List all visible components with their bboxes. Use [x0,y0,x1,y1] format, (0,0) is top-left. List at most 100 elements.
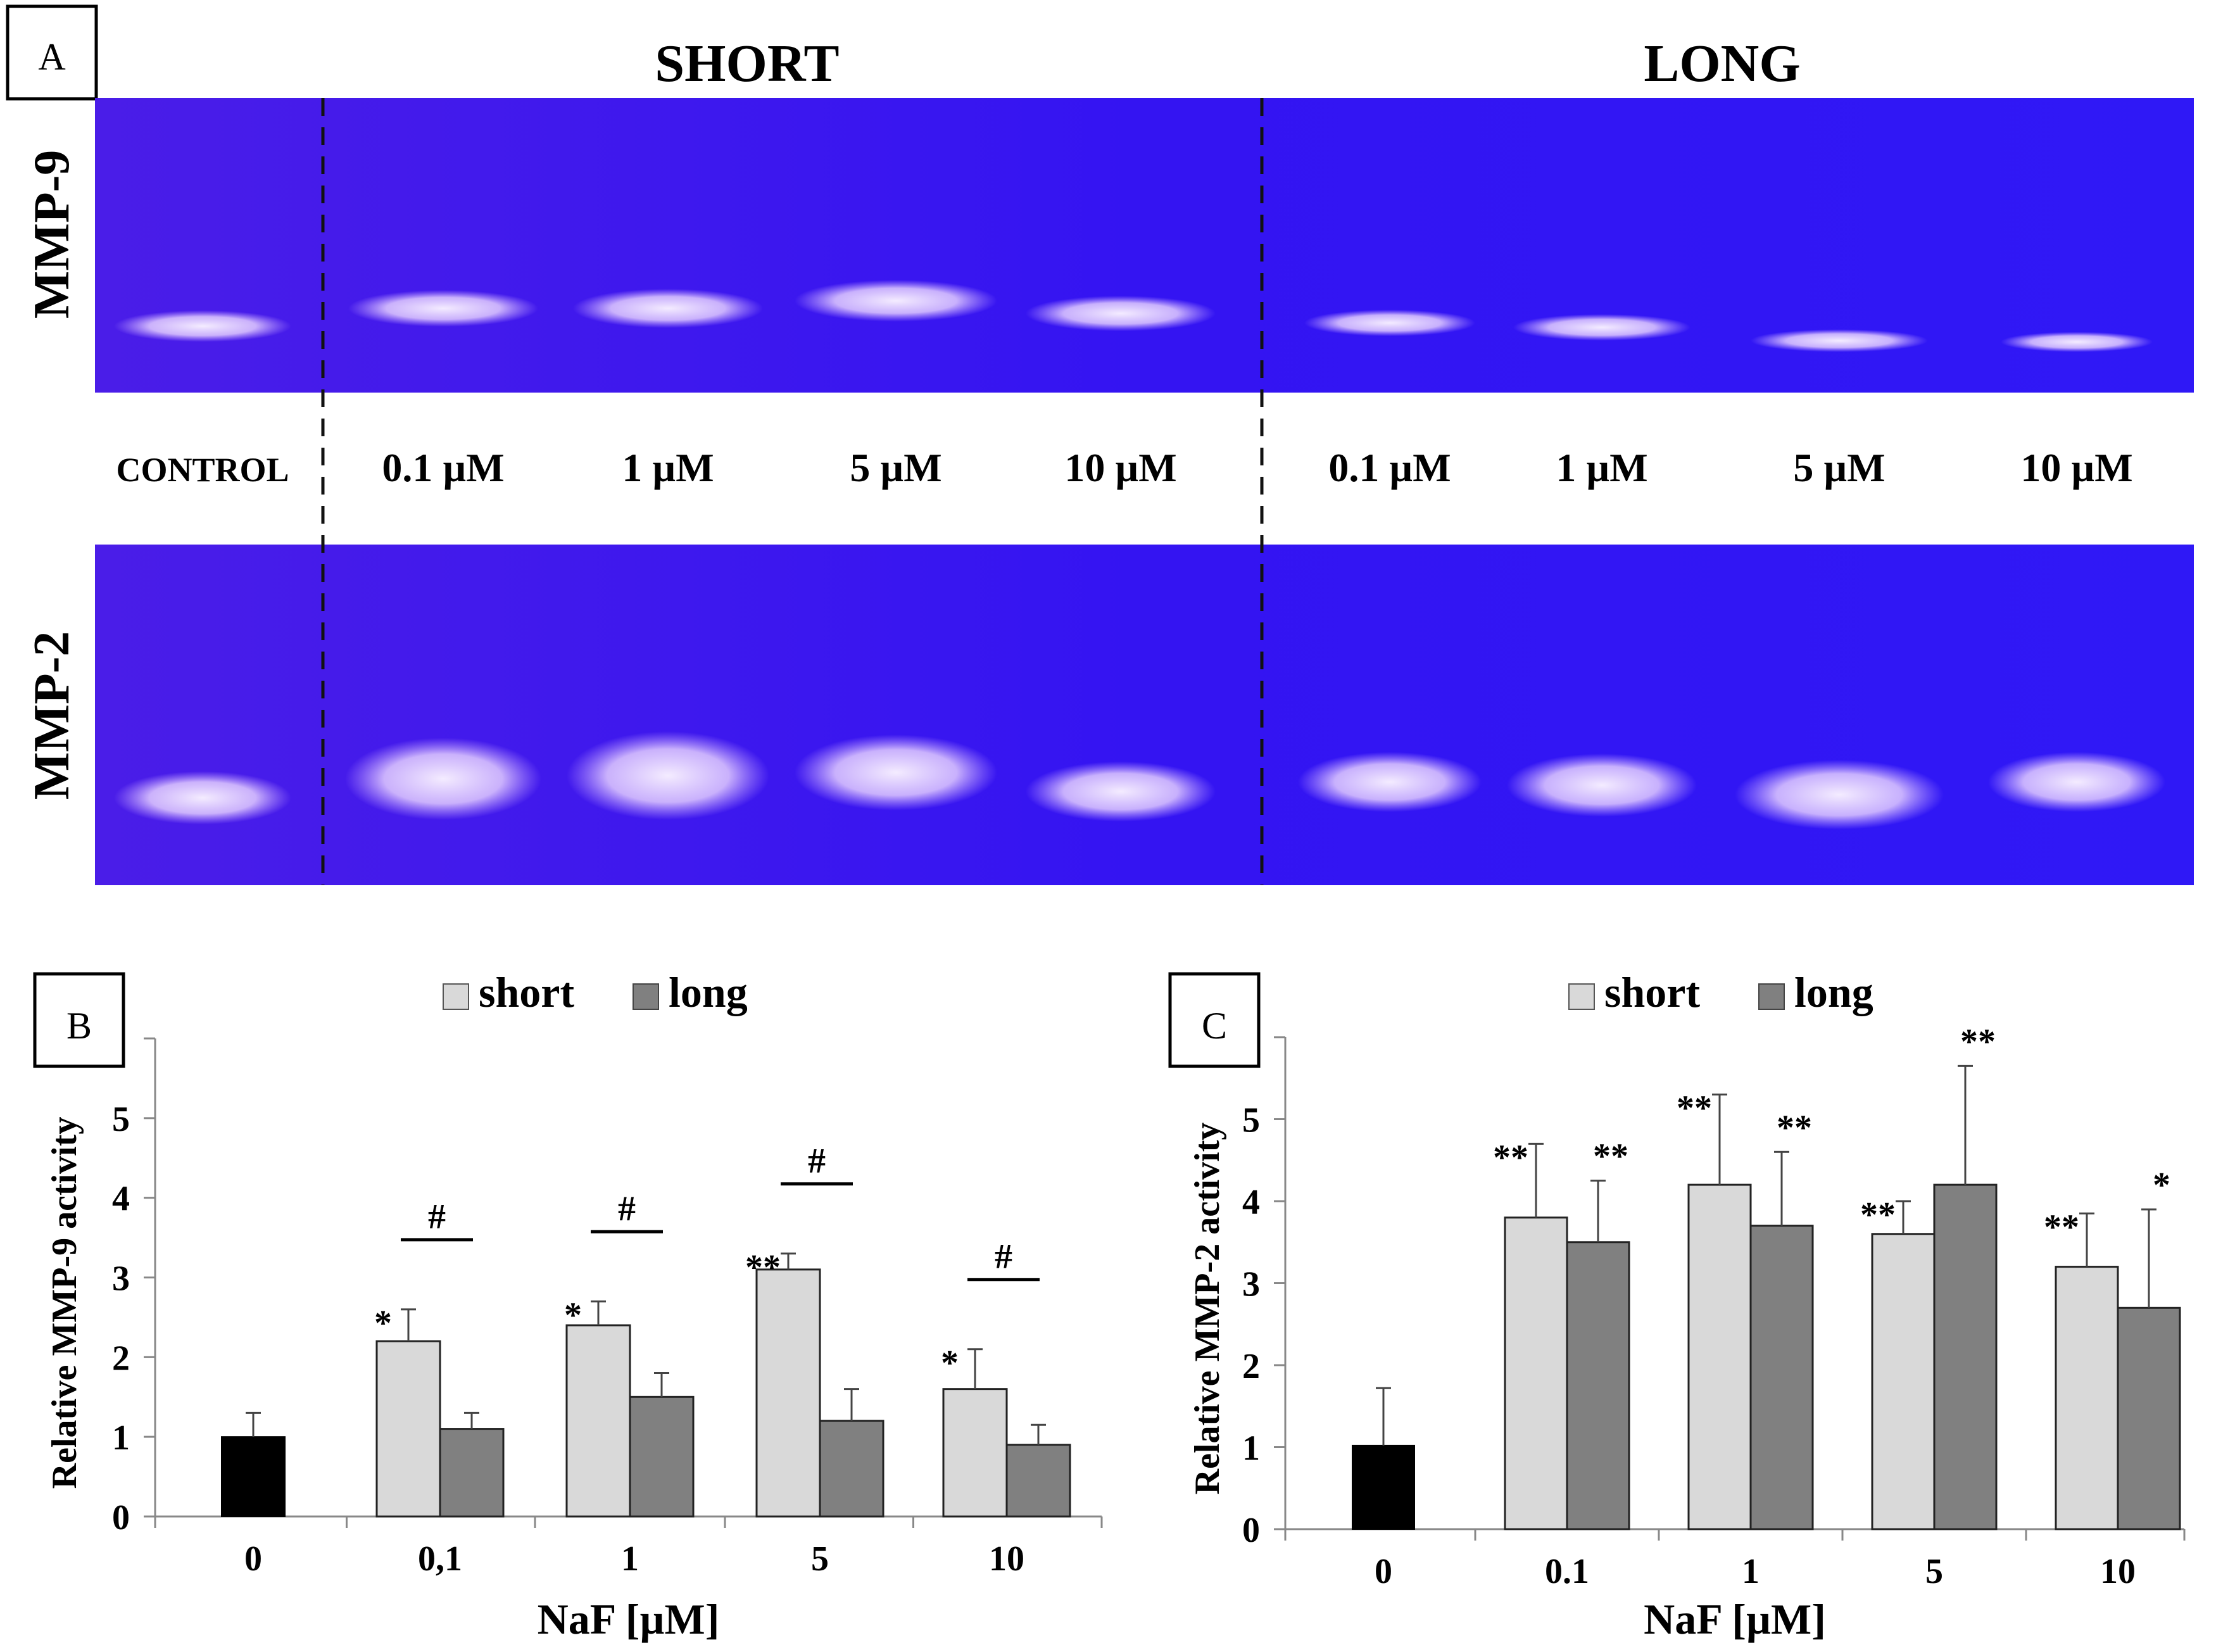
y-axis-label: Relative MMP-2 activity [1188,1123,1227,1495]
x-tick-label: 0,1 [418,1539,462,1579]
y-tick-label: 2 [1242,1347,1260,1386]
gel-band [348,290,538,327]
y-tick-label: 4 [1242,1183,1260,1222]
hash-mark: # [808,1142,826,1181]
bar-short [755,1268,821,1518]
y-tick-label: 3 [112,1259,130,1299]
gel-band [1507,753,1697,817]
legend-swatch-short [443,983,469,1010]
gel-band [1298,752,1482,812]
bar-long [1933,1183,1998,1530]
x-axis-label: NaF [µM] [1644,1595,1826,1643]
gel-band [1304,310,1475,336]
gel-band [114,771,291,824]
x-axis-label: NaF [µM] [538,1595,720,1643]
significance-mark: ** [1677,1089,1712,1128]
significance-mark: ** [1960,1022,1996,1061]
bands-mmp2 [114,731,2165,829]
significance-mark: * [941,1344,959,1383]
gel-band [1988,752,2165,812]
bar-long [439,1428,505,1518]
significance-mark: ** [2044,1207,2079,1247]
lane-label: 5 µM [850,445,941,490]
significance-mark: * [564,1296,582,1335]
bar-long [629,1396,695,1518]
x-tick-label: 1 [1742,1552,1760,1591]
x-tick-label: 5 [1925,1552,1943,1591]
bar-long [819,1420,885,1518]
panel-a-label: A [38,36,65,78]
x-tick-label: 0 [244,1539,262,1579]
gel-band [1513,314,1690,341]
x-tick-label: 1 [621,1539,639,1579]
panel-b-label-box [33,972,125,1068]
bar-short [2055,1266,2119,1530]
bar-short [1871,1233,1936,1530]
panel-c-label: C [1202,1005,1227,1047]
bar-short [942,1388,1008,1518]
legend-label-short: short [1604,968,1700,1016]
x-tick-label: 10 [989,1539,1024,1579]
legend-label-long: long [669,968,748,1016]
bar-long [1005,1444,1071,1518]
significance-mark: ** [1860,1195,1896,1235]
row-label-mmp2: MMP-2 [24,631,80,800]
bar-long [1749,1225,1814,1530]
lane-label: 1 µM [622,445,714,490]
x-tick-label: 5 [811,1539,829,1579]
hash-mark: # [428,1197,446,1237]
lane-label: 10 µM [1064,445,1176,490]
gel-mmp2 [95,545,2194,885]
x-tick-label: 0 [1375,1552,1392,1591]
lane-labels: CONTROL 0.1 µM 1 µM 5 µM 10 µM 0.1 µM 1 µM 5 µM… [116,445,2132,490]
lane-label: 0.1 µM [382,445,504,490]
y-tick-label: 1 [112,1418,130,1458]
legend-label-long: long [1794,968,1873,1016]
legend: short long [443,968,748,1016]
y-tick-label: 3 [1242,1265,1260,1304]
y-tick-label: 1 [1242,1429,1260,1468]
legend-label-short: short [479,968,574,1016]
legend-swatch-short [1568,983,1595,1010]
panel-a-label-box [6,4,98,101]
significance-mark: ** [1593,1137,1628,1176]
bar-short [375,1340,441,1518]
legend: short long [1568,968,1873,1016]
y-tick-label: 0 [112,1498,130,1537]
bar-short [565,1324,631,1518]
legend-swatch-long [633,983,659,1010]
y-tick-label: 5 [1242,1101,1260,1140]
bar-control [1352,1444,1415,1530]
gel-band [573,289,763,328]
y-tick-label: 5 [112,1100,130,1139]
y-axis-label: Relative MMP-9 activity [45,1117,84,1489]
y-tick-label: 0 [1242,1511,1260,1550]
y-tick-label: 4 [112,1180,130,1219]
panel-b-label: B [66,1005,92,1047]
lane-label: 5 µM [1793,445,1885,490]
gel-band [114,310,291,342]
lane-label: 0.1 µM [1328,445,1451,490]
gel-band [1026,296,1216,331]
lane-label: 10 µM [2020,445,2132,490]
panel-a: A SHORT LONG MMP-9 MMP-2 CONTROL 0.1 µM 1 … [6,4,2194,885]
gel-band [795,735,997,810]
significance-mark: * [374,1304,392,1343]
bar-control [221,1436,286,1518]
bands-mmp9 [114,280,2153,352]
x-tick-label: 0.1 [1545,1552,1589,1591]
row-label-mmp9: MMP-9 [24,150,80,319]
header-long: LONG [1644,34,1800,93]
gel-band [1735,760,1944,829]
panel-b-chart: B 0 1 2 3 4 5 0 0,1 1 5 10 NaF [µM] Relative MMP-9 a… [33,968,1103,1643]
gel-band [345,738,541,820]
gel-band [2001,332,2153,352]
hash-mark: # [618,1189,636,1228]
lane-label: CONTROL [116,451,289,489]
significance-mark: ** [1493,1138,1528,1177]
bar-short [1687,1183,1752,1530]
significance-mark: ** [1777,1108,1812,1147]
panel-c-label-box [1168,972,1261,1068]
gel-band [795,280,997,322]
